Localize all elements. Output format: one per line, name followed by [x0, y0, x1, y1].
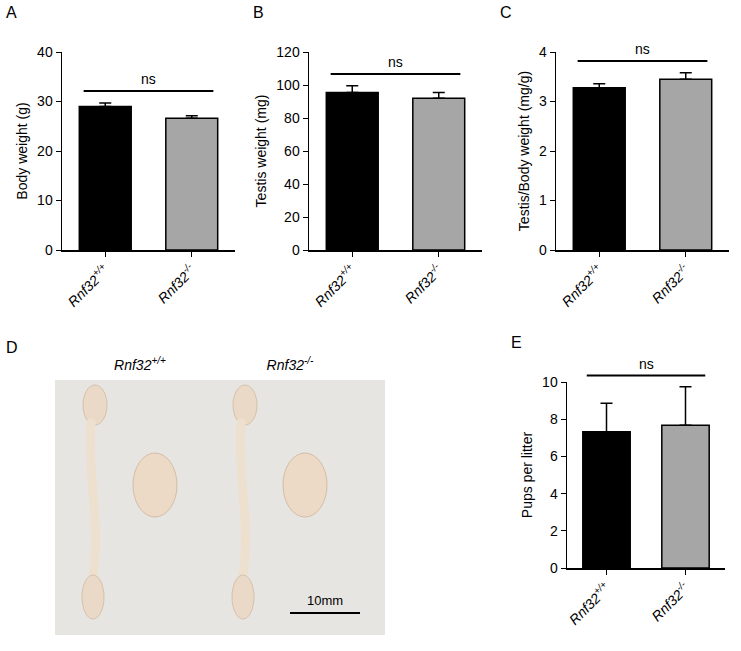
- svg-text:Rnf32​+/+​: Rnf32​+/+​: [63, 261, 112, 310]
- svg-text:Testis weight (mg): Testis weight (mg): [253, 95, 269, 208]
- svg-text:100: 100: [276, 77, 300, 93]
- svg-text:Rnf32-/-: Rnf32-/-: [267, 355, 314, 373]
- svg-text:10: 10: [37, 192, 53, 208]
- html-text:B: B: [253, 4, 264, 21]
- svg-text:8: 8: [550, 411, 558, 427]
- svg-text:60: 60: [284, 143, 300, 159]
- html-text:D: D: [6, 339, 18, 356]
- svg-text:Rnf32​-/-​: Rnf32​-/-​: [647, 578, 693, 624]
- svg-text:0: 0: [539, 242, 547, 258]
- svg-text:40: 40: [37, 44, 53, 60]
- svg-text:Rnf32​-/-​: Rnf32​-/-​: [647, 260, 693, 306]
- svg-text:10mm: 10mm: [307, 593, 343, 608]
- svg-text:Rnf32​+/+​: Rnf32​+/+​: [310, 261, 359, 310]
- svg-text:20: 20: [37, 143, 53, 159]
- svg-text:ns: ns: [635, 41, 650, 57]
- svg-text:Rnf32+/+: Rnf32+/+: [114, 355, 166, 373]
- svg-text:120: 120: [276, 44, 300, 60]
- svg-text:Rnf32​-/-​: Rnf32​-/-​: [153, 260, 199, 306]
- svg-text:ns: ns: [388, 54, 403, 70]
- svg-text:2: 2: [539, 143, 547, 159]
- svg-text:10: 10: [542, 374, 558, 390]
- svg-text:Rnf32​+/+​: Rnf32​+/+​: [564, 579, 613, 628]
- svg-text:2: 2: [550, 523, 558, 539]
- svg-text:20: 20: [284, 209, 300, 225]
- svg-text:Rnf32​+/+​: Rnf32​+/+​: [557, 261, 606, 310]
- svg-text:30: 30: [37, 93, 53, 109]
- svg-text:4: 4: [550, 486, 558, 502]
- svg-text:4: 4: [539, 44, 547, 60]
- svg-text:ns: ns: [639, 356, 654, 372]
- svg-text:Body weight (g): Body weight (g): [14, 102, 30, 199]
- svg-text:3: 3: [539, 93, 547, 109]
- svg-text:1: 1: [539, 192, 547, 208]
- svg-text:40: 40: [284, 176, 300, 192]
- svg-text:0: 0: [45, 242, 53, 258]
- html-text:C: C: [500, 4, 512, 21]
- svg-text:Testis/Body weight (mg/g): Testis/Body weight (mg/g): [516, 71, 532, 231]
- html-text:A: A: [6, 4, 17, 21]
- svg-text:Pups per litter: Pups per litter: [519, 431, 535, 518]
- svg-text:Rnf32​-/-​: Rnf32​-/-​: [400, 260, 446, 306]
- svg-text:6: 6: [550, 448, 558, 464]
- svg-text:0: 0: [292, 242, 300, 258]
- svg-text:ns: ns: [141, 71, 156, 87]
- svg-text:80: 80: [284, 110, 300, 126]
- html-text:E: E: [511, 334, 522, 351]
- svg-text:0: 0: [550, 560, 558, 576]
